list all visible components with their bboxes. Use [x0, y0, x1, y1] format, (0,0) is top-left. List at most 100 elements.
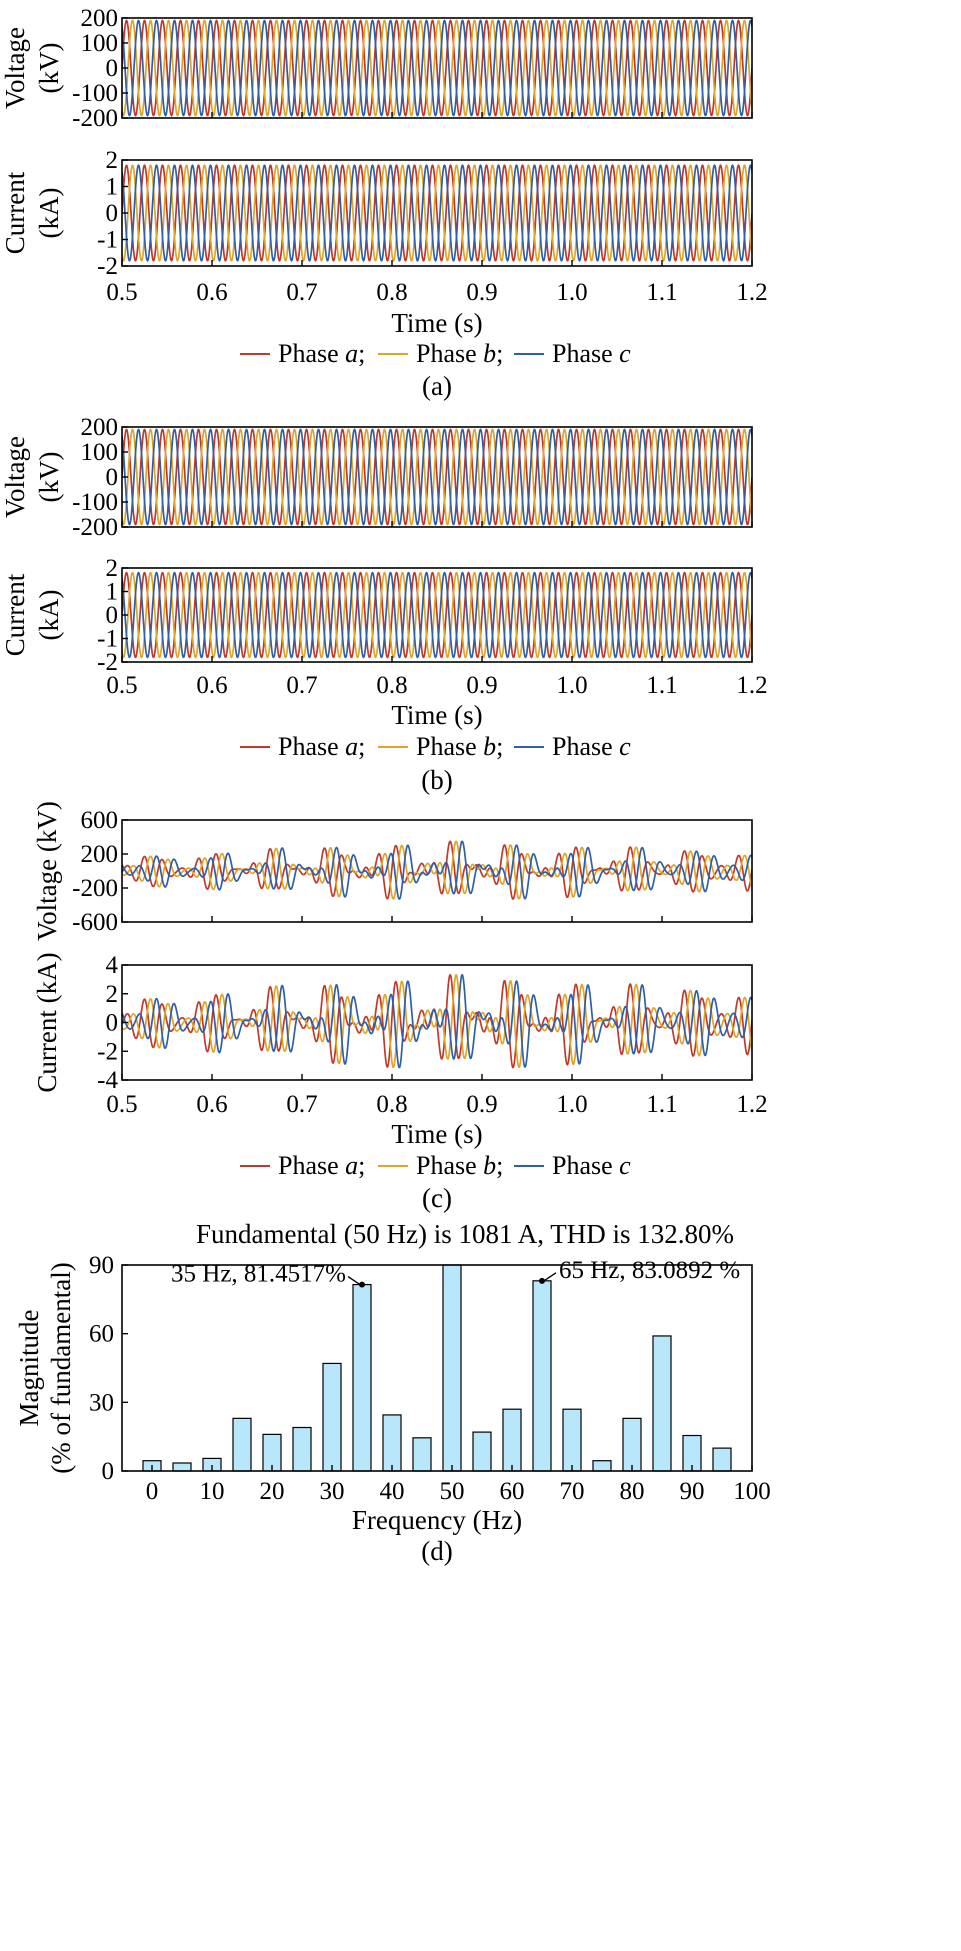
annotation-marker: [359, 1281, 365, 1288]
bar: [352, 1283, 372, 1472]
axes-frame: [121, 819, 753, 923]
ytick-label: -1: [97, 626, 118, 653]
series-line-a-top-phase-b: [122, 19, 752, 117]
ytick-label: -200: [72, 514, 118, 541]
series-line-b-bottom-phase-c: [122, 571, 752, 659]
ytick-label: -200: [72, 875, 118, 902]
bar: [472, 1431, 492, 1472]
y-axis-label: Current (kA): [32, 952, 62, 1092]
xtick-label: 0.5: [106, 672, 137, 699]
xtick-label: 0.6: [196, 279, 227, 306]
ytick-label: -200: [72, 105, 118, 132]
series-line-a-bottom-phase-c: [122, 164, 752, 262]
series-line-c-top-phase-c: [122, 840, 752, 900]
y-axis-label: (% of fundamental): [46, 1262, 76, 1473]
ytick-label: 2: [106, 555, 119, 582]
x-axis-label: Time (s): [391, 1119, 482, 1149]
annotation-marker: [539, 1277, 545, 1284]
ytick-label: 60: [89, 1321, 114, 1348]
xtick-label: 100: [733, 1478, 771, 1505]
y-axis-label: Voltage: [0, 436, 30, 518]
legend-entry: Phase c: [552, 732, 631, 761]
xtick-label: 10: [200, 1478, 225, 1505]
ytick-label: -100: [72, 80, 118, 107]
series-line-c-bottom-phase-a: [122, 973, 752, 1069]
plot-area-b-bottom: [122, 571, 752, 659]
ytick-label: 0: [106, 464, 119, 491]
xtick-label: 1.0: [556, 279, 587, 306]
ytick-label: 0: [106, 1010, 119, 1037]
series-line-a-bottom-phase-b: [122, 164, 752, 262]
xtick-label: 0.8: [376, 279, 407, 306]
bar: [292, 1426, 312, 1472]
x-axis-label: Frequency (Hz): [352, 1505, 522, 1535]
xtick-label: 90: [680, 1478, 705, 1505]
y-axis-label: (kV): [34, 43, 64, 94]
bar: [652, 1335, 672, 1472]
xtick-label: 50: [440, 1478, 465, 1505]
series-line-b-bottom-phase-a: [122, 571, 752, 659]
bar: [502, 1408, 522, 1472]
ytick-label: 0: [102, 1458, 115, 1485]
xtick-label: 0.7: [286, 279, 317, 306]
xtick-label: 1.0: [556, 1091, 587, 1118]
xtick-label: 40: [380, 1478, 405, 1505]
xtick-label: 1.2: [736, 279, 767, 306]
bar: [532, 1280, 552, 1472]
ytick-label: -600: [72, 909, 118, 936]
legend-entry: Phase a;: [278, 339, 365, 368]
plot-area-b-top: [122, 428, 752, 526]
xtick-label: 0.7: [286, 672, 317, 699]
xtick-label: 70: [560, 1478, 585, 1505]
panel-caption: (d): [421, 1536, 452, 1566]
ytick-label: 4: [106, 952, 119, 979]
xtick-label: 1.1: [646, 1091, 677, 1118]
plot-area-a-top: [122, 19, 752, 117]
annotation-label: 35 Hz, 81.4517%: [171, 1261, 346, 1288]
ytick-label: -2: [97, 253, 118, 280]
ytick-label: 1: [106, 579, 119, 606]
xtick-label: 0.9: [466, 1091, 497, 1118]
series-line-a-top-phase-c: [122, 19, 752, 117]
legend-entry: Phase c: [552, 339, 631, 368]
legend-entry: Phase b;: [416, 732, 503, 761]
bar: [412, 1437, 432, 1472]
axes-frame: [121, 1264, 753, 1472]
ytick-label: 600: [81, 807, 119, 834]
series-line-b-top-phase-c: [122, 428, 752, 526]
xtick-label: 0.9: [466, 672, 497, 699]
series-line-b-bottom-phase-b: [122, 571, 752, 659]
ytick-label: 200: [81, 414, 119, 441]
xtick-label: 0.9: [466, 279, 497, 306]
series-line-a-bottom-phase-a: [122, 164, 752, 262]
ytick-label: 100: [81, 30, 119, 57]
bar: [172, 1462, 192, 1472]
ytick-label: 200: [81, 841, 119, 868]
xtick-label: 30: [320, 1478, 345, 1505]
legend-entry: Phase c: [552, 1151, 631, 1180]
bar: [712, 1447, 732, 1472]
series-line-b-top-phase-b: [122, 428, 752, 526]
plot-area-c-bottom: [122, 973, 752, 1069]
xtick-label: 0.8: [376, 672, 407, 699]
panel-caption: (c): [422, 1183, 452, 1213]
xtick-label: 20: [260, 1478, 285, 1505]
y-axis-label: Current: [0, 171, 30, 254]
xtick-label: 80: [620, 1478, 645, 1505]
x-axis-label: Time (s): [391, 700, 482, 730]
xtick-label: 0.6: [196, 1091, 227, 1118]
bar: [322, 1362, 342, 1472]
panel-caption: (a): [422, 371, 452, 401]
bar: [592, 1460, 612, 1472]
ytick-label: 200: [81, 5, 119, 32]
ytick-label: 2: [106, 147, 119, 174]
ytick-label: -2: [97, 1038, 118, 1065]
ytick-label: 0: [106, 602, 119, 629]
xtick-label: 0.5: [106, 1091, 137, 1118]
xtick-label: 0.6: [196, 672, 227, 699]
y-axis-label: (kV): [34, 452, 64, 503]
y-axis-label: (kA): [34, 590, 64, 641]
xtick-label: 0.5: [106, 279, 137, 306]
ytick-label: -2: [97, 649, 118, 676]
bar: [562, 1408, 582, 1472]
